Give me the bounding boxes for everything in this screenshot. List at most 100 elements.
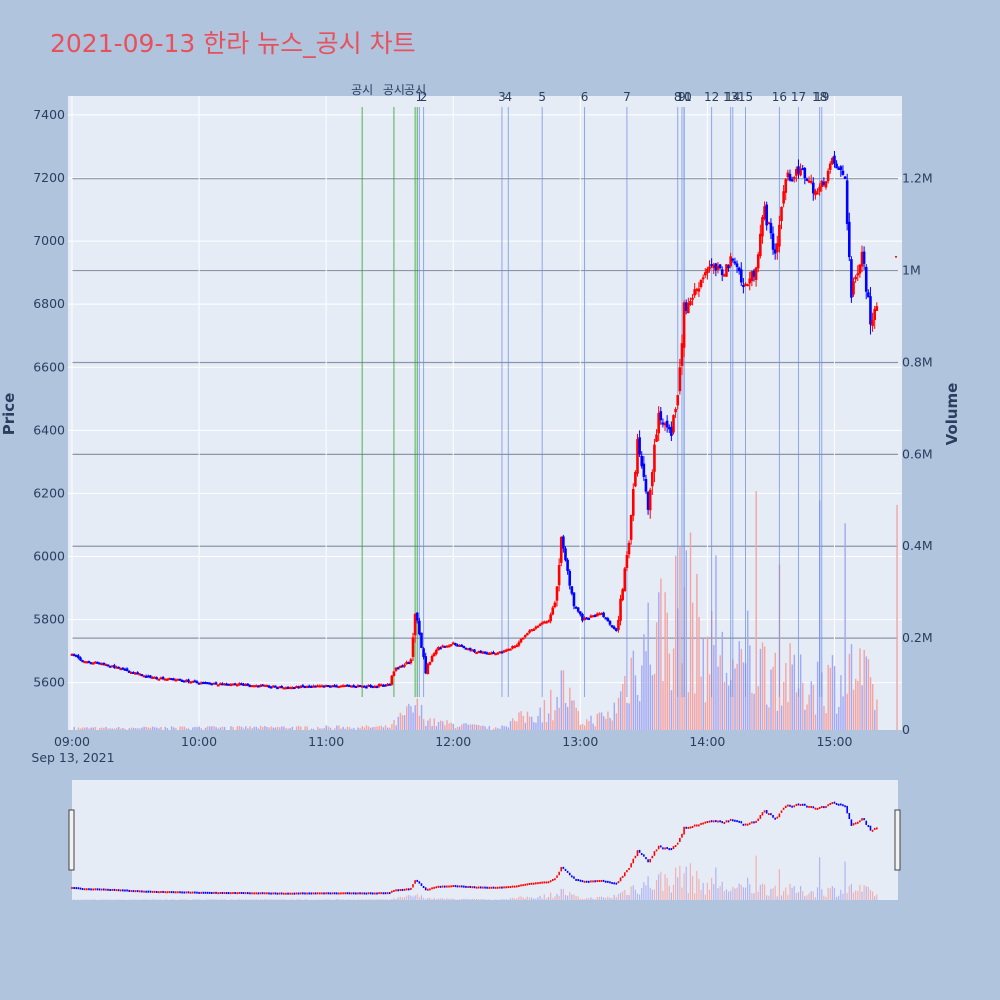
range-slider-left-handle[interactable] — [68, 809, 75, 871]
volume-bar — [785, 663, 787, 730]
candle — [475, 652, 478, 655]
nav-volume-bar — [672, 884, 675, 900]
nav-candle — [564, 868, 567, 871]
candle — [727, 265, 730, 269]
volume-bar — [791, 664, 793, 730]
nav-volume-bar — [433, 897, 435, 900]
nav-volume-bar — [501, 899, 503, 900]
nav-volume-bar — [213, 899, 215, 900]
news-label: 6 — [581, 90, 589, 104]
candle — [333, 685, 336, 688]
news-label: 9 — [678, 90, 686, 104]
candle — [195, 681, 199, 684]
nav-candle — [702, 822, 704, 825]
nav-volume-bar — [196, 899, 198, 900]
nav-volume-bar — [770, 888, 772, 900]
candle — [409, 659, 413, 664]
volume-bar — [471, 724, 474, 730]
volume-bar — [192, 727, 194, 730]
nav-candle — [528, 882, 531, 885]
nav-volume-bar — [437, 898, 440, 900]
range-slider-right-handle[interactable] — [894, 809, 901, 871]
nav-volume-bar — [230, 899, 232, 900]
nav-volume-bar — [704, 894, 706, 900]
candle — [170, 678, 173, 681]
nav-volume-bar — [785, 887, 787, 900]
volume-bar — [433, 718, 435, 730]
volume-bar — [321, 728, 323, 730]
volume-bar — [641, 665, 643, 730]
candle — [324, 685, 328, 688]
nav-volume-bar — [596, 897, 598, 900]
nav-candle — [526, 883, 529, 886]
volume-bar — [753, 693, 755, 730]
nav-volume-bar — [86, 899, 88, 900]
volume-bar — [334, 728, 336, 730]
volume-bar — [600, 712, 603, 730]
volume-bar — [386, 727, 389, 730]
volume-bar — [128, 728, 130, 730]
volume-bar — [346, 726, 349, 730]
nav-candle — [655, 849, 658, 852]
candle — [157, 678, 161, 681]
candle — [600, 613, 603, 616]
candle — [672, 415, 675, 433]
disclosure-label: 공시 — [351, 83, 373, 97]
nav-candle — [683, 826, 685, 835]
candle — [519, 638, 523, 643]
nav-volume-bar — [117, 899, 120, 900]
volume-bar — [456, 726, 459, 730]
nav-candle — [325, 892, 327, 895]
nav-candle — [810, 805, 812, 808]
nav-candle — [204, 891, 207, 894]
candle — [843, 176, 847, 179]
nav-candle — [170, 891, 173, 894]
nav-volume-bar — [588, 898, 590, 900]
volume-bar — [317, 726, 319, 730]
candle — [481, 651, 485, 654]
volume-bar — [664, 592, 666, 730]
nav-candle — [837, 803, 840, 806]
volume-bar — [704, 702, 707, 730]
volume-bar — [804, 709, 806, 730]
candle — [208, 682, 211, 685]
nav-candle — [547, 881, 550, 884]
candle — [663, 423, 667, 426]
nav-volume-bar — [804, 896, 806, 900]
candle — [809, 180, 813, 183]
candle — [833, 155, 836, 164]
range-slider[interactable] — [68, 780, 901, 900]
nav-volume-bar — [628, 895, 630, 900]
nav-volume-bar — [876, 894, 878, 900]
candle — [210, 683, 214, 686]
candle — [629, 514, 633, 540]
volume-bar — [761, 642, 764, 730]
nav-candle — [776, 816, 779, 819]
candle — [204, 682, 207, 685]
nav-candle — [299, 892, 302, 895]
nav-candle — [653, 851, 656, 856]
nav-volume-bar — [753, 893, 755, 900]
nav-volume-bar — [209, 899, 211, 900]
nav-candle — [435, 886, 438, 889]
candle — [326, 685, 330, 688]
nav-candle — [130, 890, 133, 893]
nav-volume-bar — [238, 899, 240, 900]
nav-volume-bar — [412, 896, 414, 900]
nav-candle — [359, 892, 361, 895]
nav-volume-bar — [793, 885, 795, 900]
candle — [263, 684, 267, 687]
nav-volume-bar — [516, 898, 518, 900]
volume-bar — [528, 716, 531, 730]
candle — [608, 620, 612, 625]
volume-bar — [626, 702, 628, 730]
volume-bar — [469, 724, 471, 730]
nav-candle — [740, 821, 743, 824]
nav-candle — [86, 888, 88, 891]
volume-bar — [325, 725, 327, 730]
candle — [437, 647, 440, 651]
range-slider-track[interactable] — [72, 780, 898, 900]
volume-bar — [713, 644, 715, 730]
nav-candle — [549, 880, 552, 883]
volume-bar — [545, 722, 548, 730]
